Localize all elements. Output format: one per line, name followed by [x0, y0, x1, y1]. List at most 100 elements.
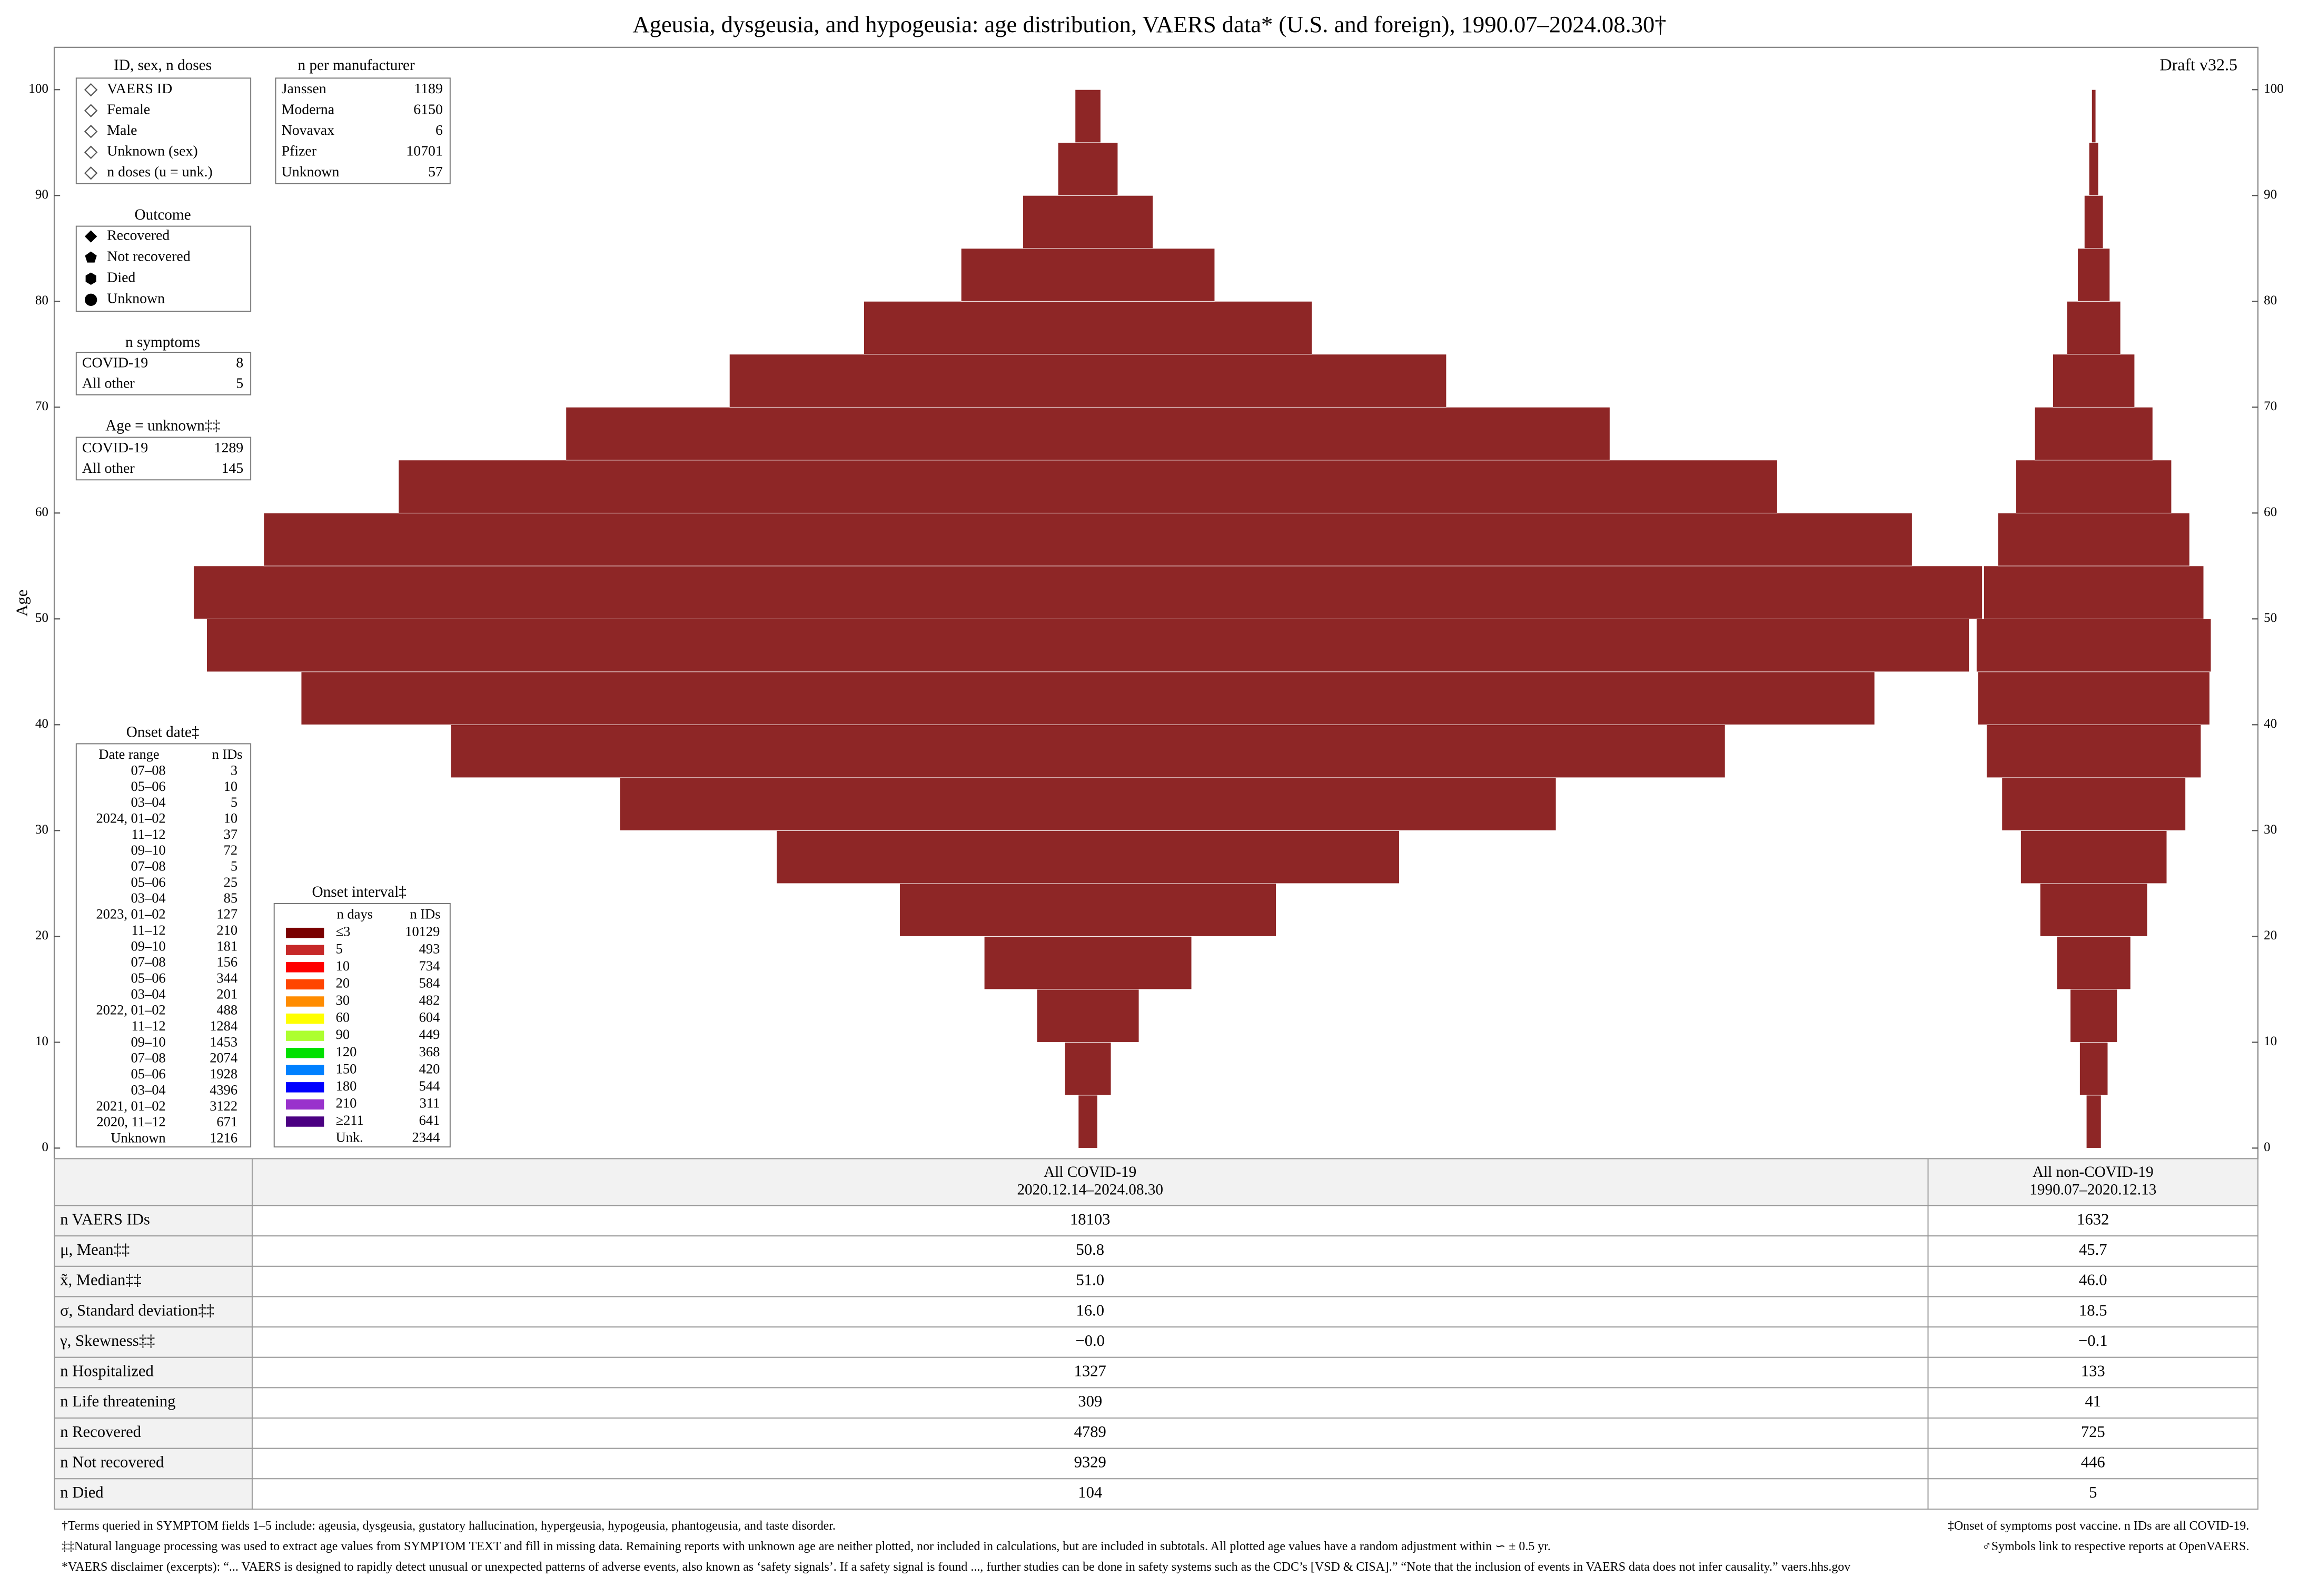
- table-cell: [1927, 1448, 2259, 1480]
- legend-box: [75, 77, 252, 184]
- legend-symbol: [84, 293, 97, 306]
- violin-bin: [1976, 618, 2212, 672]
- legend-title: Onset date‡: [126, 724, 200, 741]
- legend-label: n doses (u = unk.): [107, 164, 212, 180]
- table-cell: [251, 1387, 1929, 1419]
- violin-bin: [864, 301, 1313, 355]
- legend-label: Unknown: [111, 1130, 165, 1146]
- legend-label: 03–04: [131, 1082, 166, 1097]
- violin-bin: [2020, 830, 2167, 884]
- y-tick-label: 90: [2264, 187, 2277, 202]
- legend-label: 2020, 11–12: [96, 1114, 165, 1129]
- legend-label: 10: [336, 958, 350, 974]
- legend-label: 07–08: [131, 858, 166, 874]
- y-axis-label: Age: [13, 590, 31, 617]
- violin-bin: [1997, 512, 2190, 567]
- table-cell: [1927, 1387, 2259, 1419]
- legend-value: 145: [221, 460, 243, 477]
- legend-value: 420: [419, 1060, 440, 1076]
- legend-value: 1216: [210, 1130, 237, 1146]
- table-value: 1632: [2077, 1210, 2109, 1228]
- legend-header: n IDs: [212, 746, 243, 762]
- legend-value: 6150: [413, 102, 443, 118]
- table-label-cell: [54, 1326, 253, 1358]
- violin-bin: [2070, 989, 2118, 1043]
- y-tick-label: 0: [42, 1140, 48, 1154]
- footnote: ‡Onset of symptoms post vaccine. n IDs a…: [1948, 1519, 2249, 1533]
- legend-box: [75, 437, 252, 481]
- table-row-label: x̃, Median‡‡: [60, 1271, 142, 1289]
- table-cell: [251, 1356, 1929, 1389]
- legend-label: ≥211: [336, 1112, 364, 1128]
- legend-value: 5: [231, 858, 237, 874]
- legend-value: 5: [236, 375, 243, 392]
- y-tick-label: 90: [35, 187, 48, 202]
- legend-label: Not recovered: [107, 249, 190, 265]
- violin-bin: [2053, 354, 2135, 408]
- violin-bin: [899, 883, 1276, 937]
- table-row-label: n Hospitalized: [60, 1362, 154, 1380]
- legend-swatch: [285, 962, 324, 973]
- legend-value: 201: [216, 986, 237, 1002]
- table-cell: [1927, 1478, 2259, 1510]
- violin-bin: [398, 460, 1778, 513]
- legend-swatch: [285, 1047, 324, 1058]
- legend-label: ≤3: [336, 924, 351, 939]
- legend-value: 210: [216, 922, 237, 938]
- legend-label: 60: [336, 1009, 350, 1025]
- y-tick-label: 80: [35, 293, 48, 308]
- legend-value: 449: [419, 1026, 440, 1042]
- legend-label: COVID-19: [82, 355, 148, 371]
- table-cell: [251, 1205, 1929, 1237]
- footnote: ♂Symbols link to respective reports at O…: [1982, 1540, 2250, 1553]
- violin-bin: [2034, 407, 2153, 461]
- y-tick-label: 30: [2264, 822, 2277, 837]
- violin-bin: [1977, 671, 2210, 725]
- legend-label: COVID-19: [82, 440, 148, 456]
- table-cell: [1927, 1296, 2259, 1328]
- violin-bin: [1023, 195, 1153, 249]
- legend-symbol: [85, 272, 96, 285]
- legend-label: 09–10: [131, 1034, 166, 1049]
- chart-title: Ageusia, dysgeusia, and hypogeusia: age …: [632, 11, 1666, 37]
- violin-bin: [1057, 142, 1118, 196]
- table-value: 46.0: [2079, 1271, 2107, 1289]
- table-row-label: n Recovered: [60, 1423, 141, 1441]
- legend-label: 03–04: [131, 794, 166, 810]
- legend-label: 05–06: [131, 970, 166, 986]
- legend-value: 4396: [210, 1082, 237, 1097]
- legend-title: ID, sex, n doses: [114, 57, 212, 74]
- legend-title: Age = unknown‡‡: [105, 418, 220, 434]
- table-row-label: n Died: [60, 1483, 103, 1501]
- table-cell: [251, 1417, 1929, 1449]
- table-value: 51.0: [1076, 1271, 1104, 1289]
- legend-symbol: [84, 104, 98, 117]
- violin-bin: [301, 671, 1875, 725]
- legend-value: 57: [428, 164, 443, 180]
- legend-label: Unknown (sex): [107, 143, 197, 160]
- legend-label: Female: [107, 102, 150, 118]
- legend-value: 10: [224, 810, 237, 826]
- table-header: All COVID-19: [1044, 1164, 1136, 1181]
- legend-label: 120: [336, 1044, 357, 1059]
- y-tick-label: 70: [2264, 399, 2277, 413]
- y-tick-label: 20: [35, 928, 48, 943]
- violin-bin: [2079, 1042, 2108, 1096]
- legend-swatch: [285, 1116, 324, 1127]
- table-value: −0.0: [1075, 1332, 1105, 1350]
- legend-swatch: [285, 1065, 324, 1076]
- legend-swatch: [285, 1013, 324, 1024]
- legend-header: n days: [337, 906, 373, 921]
- legend-label: 20: [336, 975, 350, 990]
- legend-title: Outcome: [135, 206, 191, 223]
- table-cell: [1927, 1235, 2259, 1267]
- y-tick-label: 100: [2264, 82, 2284, 96]
- violin-bin: [2084, 195, 2104, 249]
- legend-label: 5: [336, 940, 343, 956]
- legend-box: [275, 77, 451, 184]
- legend-label: Unknown: [107, 291, 165, 307]
- legend-symbol: [85, 251, 97, 263]
- table-cell: [1927, 1326, 2259, 1358]
- violin-bin: [1064, 1042, 1112, 1096]
- legend-value: 3: [231, 762, 237, 778]
